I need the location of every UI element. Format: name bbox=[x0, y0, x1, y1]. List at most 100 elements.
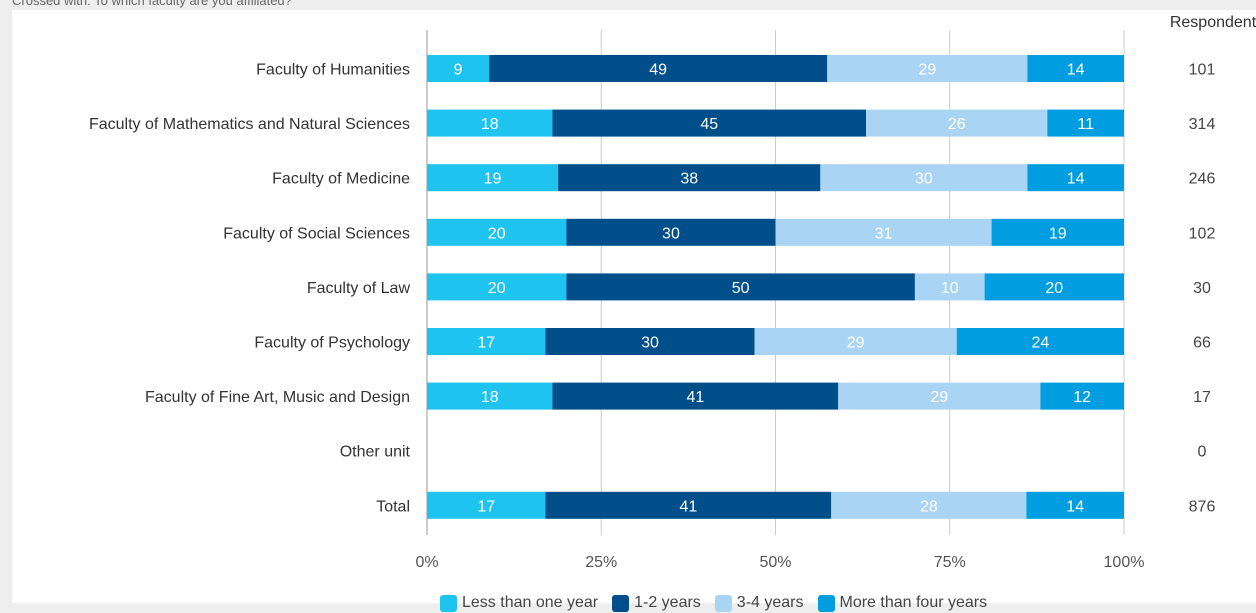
bar-segment bbox=[820, 164, 1028, 192]
bar-segment bbox=[427, 164, 559, 192]
data-label: 20 bbox=[488, 225, 506, 242]
bar-segment bbox=[914, 273, 985, 301]
category-label: Faculty of Social Sciences bbox=[223, 225, 410, 242]
data-label: 49 bbox=[649, 62, 667, 79]
bar-segment bbox=[427, 218, 567, 246]
bar-segment bbox=[1026, 491, 1124, 519]
data-label: 41 bbox=[686, 389, 704, 406]
bar-segment bbox=[831, 491, 1027, 519]
respondents-count: 246 bbox=[1189, 171, 1216, 188]
x-tick-label: 75% bbox=[934, 554, 966, 571]
data-label: 29 bbox=[930, 389, 948, 406]
legend-swatch bbox=[714, 594, 732, 612]
data-label: 31 bbox=[875, 225, 893, 242]
data-label: 29 bbox=[918, 62, 936, 79]
data-label: 19 bbox=[484, 171, 502, 188]
respondents-count: 101 bbox=[1189, 62, 1216, 79]
stacked-bar-chart: 0% 25% 50% 75% 100% Respondents Faculty of Hum… bbox=[89, 14, 1256, 571]
data-label: 14 bbox=[1067, 62, 1085, 79]
bar-segment bbox=[775, 218, 992, 246]
category-label: Other unit bbox=[340, 444, 411, 461]
respondents-count: 102 bbox=[1189, 225, 1216, 242]
x-tick-label: 25% bbox=[585, 554, 617, 571]
data-label: 9 bbox=[454, 62, 463, 79]
respondents-count: 876 bbox=[1189, 498, 1216, 515]
legend-label: Less than one year bbox=[462, 594, 599, 611]
data-label: 41 bbox=[679, 498, 697, 515]
bar-segment bbox=[566, 273, 915, 301]
category-label: Faculty of Fine Art, Music and Design bbox=[145, 389, 410, 406]
legend-swatch bbox=[612, 594, 630, 612]
bar-segment bbox=[427, 382, 553, 410]
bar-segment bbox=[754, 328, 957, 355]
bar-segment bbox=[984, 273, 1124, 301]
crossed-with-caption: Crossed with: To which faculty are you a… bbox=[12, 0, 292, 8]
data-label: 14 bbox=[1066, 498, 1084, 515]
bar-segment bbox=[558, 164, 821, 192]
legend-label: 1-2 years bbox=[634, 594, 701, 611]
data-label: 20 bbox=[488, 280, 506, 297]
bar-segment bbox=[427, 55, 490, 82]
data-label: 14 bbox=[1067, 171, 1085, 188]
legend-item: 3-4 years bbox=[714, 594, 804, 612]
category-label: Faculty of Mathematics and Natural Scien… bbox=[89, 116, 410, 133]
data-label: 29 bbox=[847, 335, 865, 352]
bar-segment bbox=[552, 382, 839, 410]
respondents-header: Respondents bbox=[1170, 14, 1256, 31]
data-label: 10 bbox=[941, 280, 959, 297]
bar-segment bbox=[489, 55, 828, 82]
category-label: Faculty of Medicine bbox=[272, 171, 410, 188]
legend: Less than one year 1-2 years 3-4 years More… bbox=[440, 593, 987, 613]
data-label: 17 bbox=[477, 498, 495, 515]
bar-segment bbox=[427, 328, 546, 355]
x-tick-label: 100% bbox=[1104, 554, 1145, 571]
bar-segment bbox=[1027, 164, 1124, 192]
data-label: 11 bbox=[1077, 116, 1094, 133]
respondents-count: 66 bbox=[1193, 335, 1211, 352]
bar-segment bbox=[545, 491, 832, 519]
data-label: 38 bbox=[680, 171, 698, 188]
data-label: 28 bbox=[920, 498, 938, 515]
data-label: 50 bbox=[732, 280, 750, 297]
bar-segment bbox=[827, 55, 1028, 82]
legend-label: 3-4 years bbox=[736, 594, 804, 611]
data-label: 24 bbox=[1031, 335, 1049, 352]
bar-segment bbox=[427, 273, 567, 301]
respondents-count: 30 bbox=[1193, 280, 1211, 297]
bar-segment bbox=[427, 109, 553, 137]
x-tick-label: 50% bbox=[759, 554, 791, 571]
bar-segment bbox=[991, 218, 1124, 246]
bar-segment bbox=[866, 109, 1048, 137]
data-label: 20 bbox=[1045, 280, 1063, 297]
topbar: Crossed with: To which faculty are you a… bbox=[0, 0, 1256, 10]
legend-label: More than four years bbox=[839, 594, 988, 611]
data-label: 18 bbox=[481, 389, 499, 406]
legend-swatch bbox=[440, 594, 457, 612]
bar-segment bbox=[427, 491, 546, 519]
respondents-count: 314 bbox=[1189, 116, 1216, 133]
legend-item: More than four years bbox=[817, 594, 988, 612]
x-tick-label: 0% bbox=[415, 554, 438, 571]
legend-item: 1-2 years bbox=[612, 594, 701, 612]
data-label: 26 bbox=[948, 116, 966, 133]
data-label: 30 bbox=[915, 171, 933, 188]
respondents-count: 17 bbox=[1193, 389, 1211, 406]
legend-item: Less than one year bbox=[440, 594, 598, 612]
bar-segment bbox=[566, 218, 776, 246]
bar-segment bbox=[545, 328, 755, 355]
bar-segment bbox=[838, 382, 1041, 410]
category-label: Total bbox=[376, 498, 410, 515]
data-label: 30 bbox=[641, 335, 659, 352]
category-label: Faculty of Humanities bbox=[256, 62, 410, 79]
legend-swatch bbox=[817, 594, 835, 612]
respondents-count: 0 bbox=[1198, 444, 1207, 461]
data-label: 18 bbox=[481, 116, 499, 133]
category-label: Faculty of Psychology bbox=[254, 335, 410, 352]
bar-segment bbox=[552, 109, 867, 137]
data-label: 12 bbox=[1073, 389, 1091, 406]
bar-segment bbox=[1027, 55, 1124, 82]
chart-panel: 0% 25% 50% 75% 100% Respondents Faculty of Hum… bbox=[12, 10, 1256, 612]
data-label: 19 bbox=[1049, 225, 1067, 242]
data-label: 45 bbox=[700, 116, 718, 133]
data-label: 30 bbox=[662, 225, 680, 242]
